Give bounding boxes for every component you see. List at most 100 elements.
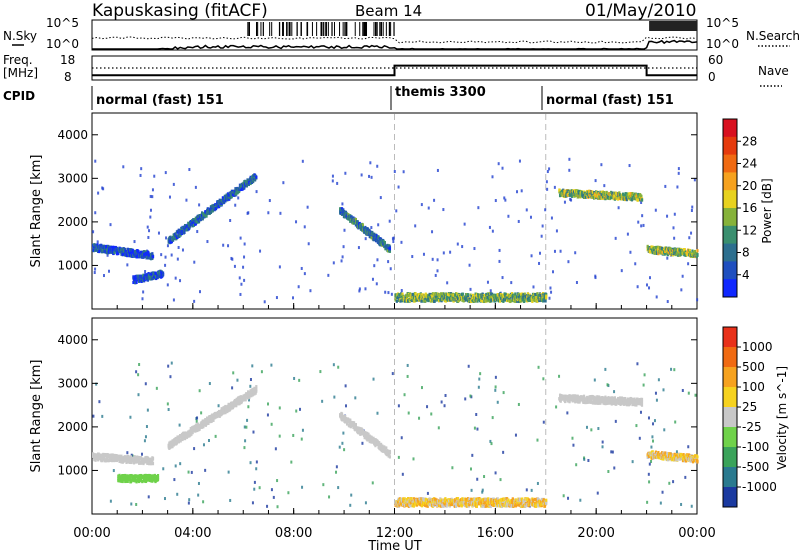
echo-cell-band-6 [640, 195, 643, 199]
echo-cell-band-4 [383, 242, 386, 246]
echo-cell-band-5 [409, 501, 412, 505]
echo-cell-band-6 [629, 194, 632, 199]
speckle-point [652, 422, 655, 426]
speckle-point [400, 289, 403, 293]
echo-cell-band-5 [451, 296, 454, 301]
echo-cell-band-4 [340, 412, 344, 416]
echo-cell-band-2 [138, 279, 141, 283]
speckle-point [668, 481, 671, 485]
speckle-point [153, 174, 156, 178]
colorbar-tick-label: 12 [742, 223, 757, 237]
echo-cell-band-6 [584, 195, 588, 199]
echo-cell-band-5 [403, 500, 406, 505]
speckle-point [270, 363, 273, 367]
echo-cell-band-5 [403, 299, 407, 303]
speckle-point [276, 505, 279, 509]
colorbar-swatch [723, 208, 737, 227]
echo-cell-band-6 [558, 193, 562, 198]
echo-cell-band-4 [382, 239, 385, 243]
echo-cell-band-5 [403, 503, 407, 508]
echo-cell-band-1 [92, 248, 95, 252]
echo-cell-band-1 [146, 253, 149, 257]
echo-cell-band-5 [443, 296, 446, 300]
speckle-point [696, 298, 699, 302]
speckle-point [427, 206, 430, 210]
echo-cell-band-5 [483, 294, 487, 298]
speckle-point [170, 361, 173, 365]
echo-cell-band-5 [472, 293, 475, 297]
echo-cell-band-5 [456, 294, 460, 298]
speckle-point [278, 434, 281, 438]
echo-cell-band-5 [493, 501, 496, 505]
echo-cell-band-5 [445, 504, 448, 508]
echo-cell-band-5 [524, 297, 527, 301]
speckle-point [126, 263, 129, 267]
speckle-point [532, 285, 535, 289]
speckle-point [654, 208, 657, 212]
echo-cell-band-5 [481, 504, 484, 508]
noise-trace [91, 21, 698, 50]
freq-label: Freq. [3, 53, 33, 67]
speckle-point [357, 246, 360, 250]
speckle-point [558, 374, 561, 378]
echo-cell-band-1 [135, 252, 138, 256]
speckle-point [575, 281, 578, 285]
speckle-point [468, 263, 471, 267]
echo-cell-band-5 [425, 294, 428, 298]
echo-cell-band-5 [466, 504, 469, 508]
echo-cell-band-1 [142, 255, 145, 259]
speckle-point [253, 487, 256, 491]
speckle-point [681, 388, 684, 392]
echo-cell-band-6 [578, 189, 581, 193]
echo-cell-band-5 [520, 504, 523, 508]
echo-cell-band-1 [105, 453, 108, 457]
echo-cell-band-5 [466, 500, 470, 504]
echo-cell-band-4 [364, 431, 367, 435]
echo-cell-band-5 [428, 497, 431, 501]
speckle-point [130, 502, 133, 506]
speckle-point [333, 395, 336, 399]
echo-cell-band-5 [445, 297, 448, 301]
echo-cell-band-5 [528, 498, 531, 502]
echo-cell-band-5 [514, 498, 518, 502]
speckle-point [542, 377, 545, 381]
echo-cell-band-3 [222, 406, 225, 410]
echo-cell-band-3 [247, 182, 250, 187]
speckle-point [626, 232, 629, 236]
echo-cell-band-4 [361, 223, 364, 227]
echo-cell-band-5 [415, 503, 419, 507]
echo-cell-band-7 [663, 246, 666, 250]
echo-cell-band-5 [429, 298, 432, 302]
speckle-point [270, 488, 273, 492]
speckle-point [639, 410, 642, 414]
speckle-point [647, 416, 650, 420]
speckle-point [239, 236, 242, 240]
echo-cell-band-1 [121, 252, 124, 256]
speckle-point [601, 440, 604, 444]
speckle-point [290, 460, 293, 464]
echo-cell-band-3 [198, 427, 201, 431]
echo-cell-band-6 [560, 189, 564, 193]
echo-cell-band-4 [387, 246, 390, 250]
power-echoes [92, 114, 699, 308]
echo-cell-band-5 [519, 292, 523, 296]
echo-cell-band-5 [496, 497, 499, 501]
speckle-point [389, 267, 392, 271]
echo-cell-band-4 [340, 207, 344, 211]
echo-cell-band-5 [512, 293, 515, 297]
speckle-point [332, 363, 335, 367]
echo-cell-band-5 [412, 497, 415, 501]
echo-cell-band-3 [179, 229, 182, 233]
echo-cell-band-5 [527, 298, 530, 302]
speckle-point [691, 205, 694, 209]
speckle-point [567, 496, 570, 500]
speckle-point [555, 229, 558, 233]
echo-cell-band-4 [378, 441, 381, 445]
echo-cell-band-1 [115, 458, 119, 463]
speckle-point [571, 436, 574, 440]
speckle-point [376, 258, 379, 262]
speckle-point [673, 212, 676, 216]
speckle-point [664, 184, 667, 188]
